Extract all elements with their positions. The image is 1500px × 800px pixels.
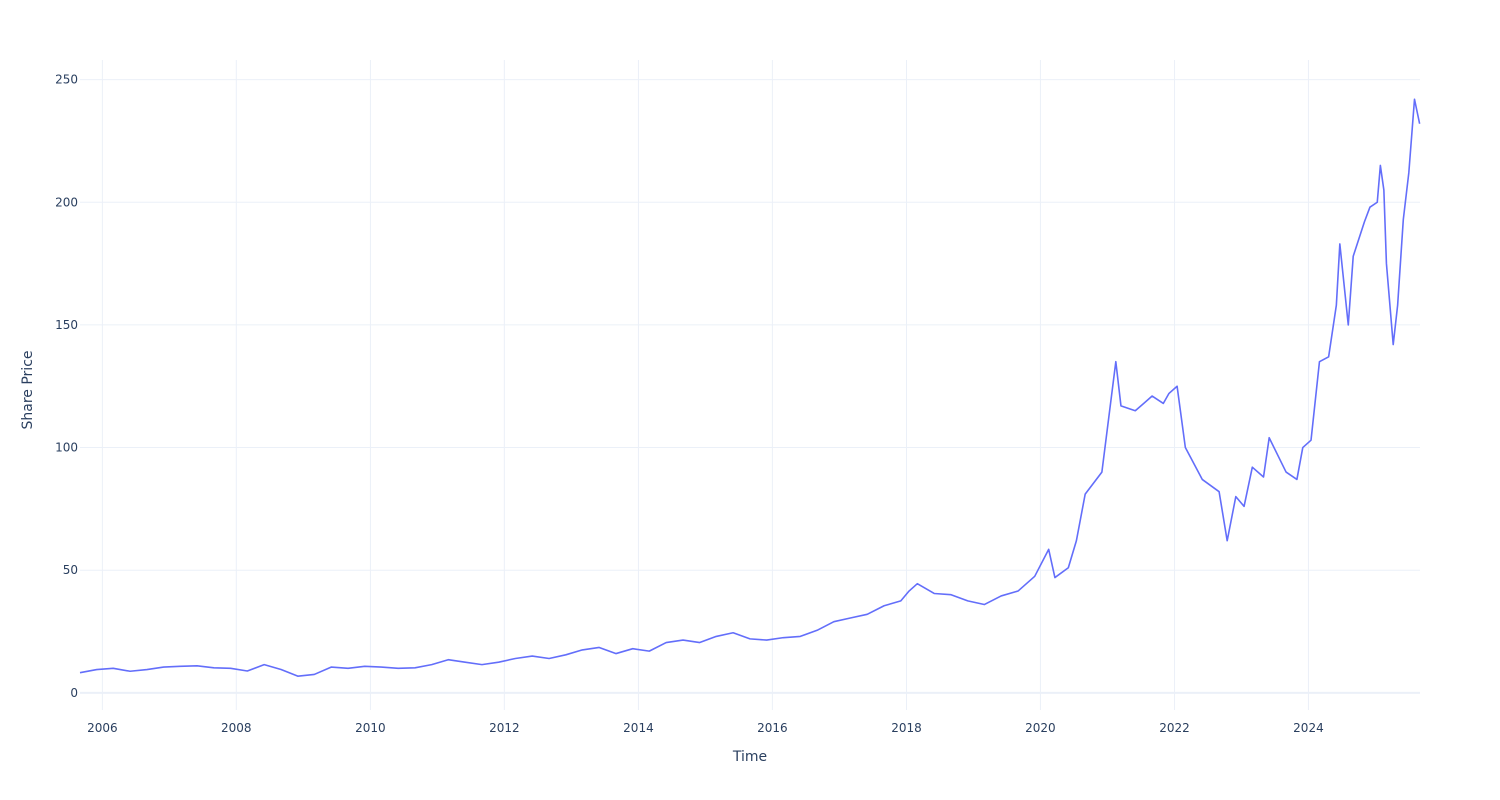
x-tick-label: 2024	[1293, 721, 1324, 735]
x-tick-label: 2012	[489, 721, 520, 735]
y-axis-title: Share Price	[20, 350, 36, 429]
x-tick-label: 2022	[1159, 721, 1190, 735]
y-tick-label: 50	[63, 563, 78, 577]
x-tick-label: 2020	[1025, 721, 1056, 735]
x-tick-labels: 2006 2008 2010 2012 2014 2016 2018 2020 2022 2024	[87, 721, 1324, 735]
x-tick-label: 2014	[623, 721, 654, 735]
y-tick-label: 100	[55, 441, 78, 455]
x-tick-label: 2010	[355, 721, 386, 735]
x-axis-title: Time	[732, 749, 767, 765]
x-gridlines	[101, 60, 1309, 710]
x-tick-label: 2006	[87, 721, 118, 735]
price-series-line	[79, 98, 1421, 677]
y-gridlines	[80, 79, 1420, 694]
y-tick-label: 250	[55, 73, 78, 87]
x-tick-label: 2008	[221, 721, 252, 735]
x-tick-label: 2018	[891, 721, 922, 735]
y-tick-label: 0	[70, 686, 78, 700]
x-tick-label: 2016	[757, 721, 788, 735]
y-tick-label: 200	[55, 195, 78, 209]
y-tick-label: 150	[55, 318, 78, 332]
series-layer	[79, 98, 1421, 677]
y-tick-labels: 0 50 100 150 200 250	[55, 73, 78, 700]
